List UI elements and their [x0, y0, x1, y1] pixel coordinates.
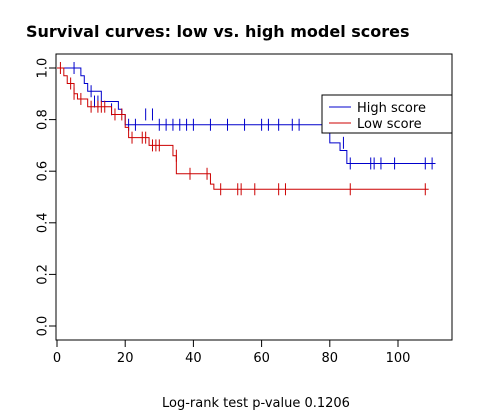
- x-tick-label: 40: [185, 351, 202, 366]
- chart-title: Survival curves: low vs. high model scor…: [26, 22, 410, 41]
- y-tick-label: 0.0: [36, 316, 51, 337]
- x-axis-label: Log-rank test p-value 0.1206: [162, 396, 350, 410]
- x-tick-label: 80: [322, 351, 339, 366]
- survival-curves: [57, 62, 436, 196]
- y-tick-label: 0.4: [36, 212, 51, 233]
- y-tick-label: 1.0: [36, 58, 51, 79]
- y-tick-label: 0.8: [36, 109, 51, 130]
- x-axis: 0 20 40 60 80 100: [53, 339, 411, 366]
- y-tick-label: 0.2: [36, 264, 51, 285]
- x-tick-label: 0: [53, 351, 61, 366]
- legend-box: [321, 94, 453, 134]
- y-tick-label: 0.6: [36, 161, 51, 182]
- legend-label: High score: [357, 101, 426, 116]
- series-low-score: [57, 62, 429, 196]
- x-tick-label: 100: [386, 351, 411, 366]
- y-axis: 0.0 0.2 0.4 0.6 0.8 1.0: [36, 58, 57, 337]
- x-tick-label: 20: [117, 351, 134, 366]
- series-high-score: [57, 62, 436, 170]
- series-line-high-score: [57, 67, 436, 164]
- x-tick-label: 60: [253, 351, 270, 366]
- legend-label: Low score: [357, 117, 422, 132]
